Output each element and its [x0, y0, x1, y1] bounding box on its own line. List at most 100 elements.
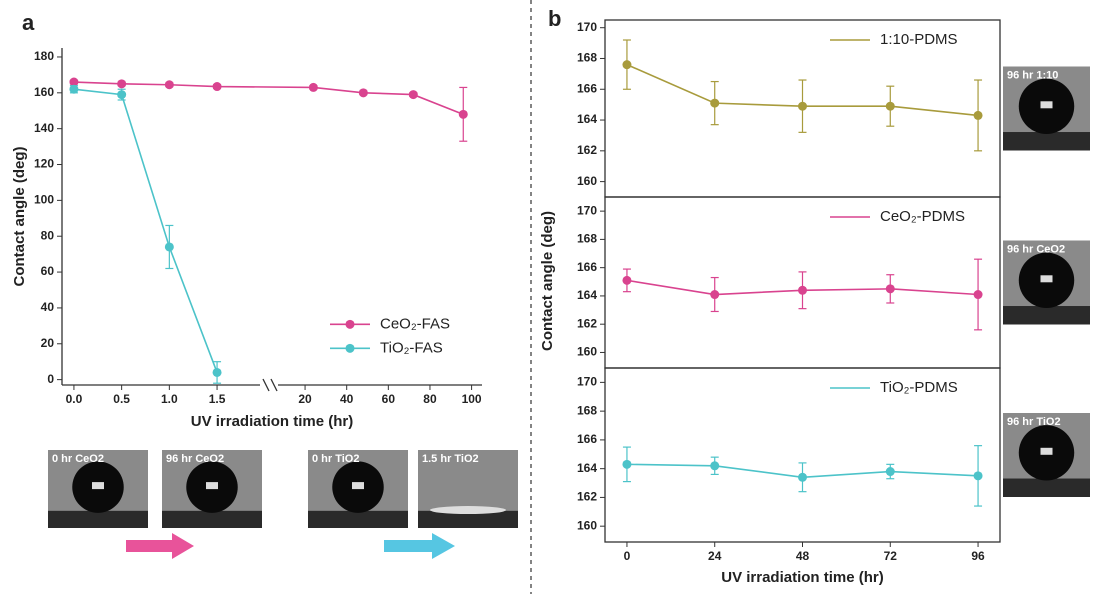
data-point — [798, 101, 807, 111]
series-line — [73, 88, 218, 373]
inset-label: 96 hr CeO2 — [1007, 243, 1065, 255]
inset-substrate — [308, 510, 408, 528]
data-point — [308, 82, 318, 92]
x-tick-label: 0.0 — [66, 392, 83, 406]
data-point — [117, 90, 127, 100]
y-tick-label: 60 — [41, 264, 55, 278]
x-tick-label: 20 — [298, 392, 312, 406]
x-tick-label: 80 — [423, 392, 437, 406]
data-point — [798, 472, 807, 482]
y-tick-label: 162 — [577, 143, 597, 157]
panel-label: b — [548, 6, 561, 31]
x-tick-label: 0 — [624, 549, 631, 563]
inset-label: 96 hr 1:10 — [1007, 69, 1058, 81]
data-point — [710, 461, 720, 471]
data-point — [885, 284, 895, 294]
y-tick-label: 168 — [577, 51, 597, 65]
inset-label: 1.5 hr TiO2 — [422, 453, 479, 465]
y-tick-label: 20 — [41, 336, 55, 350]
inset-substrate — [162, 510, 262, 528]
legend-marker — [345, 343, 355, 353]
inset-label: 0 hr TiO2 — [312, 453, 359, 465]
y-tick-label: 162 — [577, 490, 597, 504]
x-tick-label: 72 — [884, 549, 898, 563]
data-point — [117, 79, 127, 89]
y-tick-label: 40 — [41, 300, 55, 314]
drop-glint — [1040, 101, 1053, 109]
data-point — [358, 88, 368, 98]
flat-drop — [430, 506, 506, 515]
data-point — [622, 275, 632, 285]
y-tick-label: 120 — [34, 157, 54, 171]
y-tick-label: 170 — [577, 203, 597, 217]
y-tick-label: 0 — [47, 372, 54, 386]
data-point — [212, 82, 222, 92]
drop-glint — [352, 482, 364, 490]
legend-label: 1:10-PDMS — [880, 31, 958, 48]
inset-label: 96 hr TiO2 — [1007, 416, 1061, 428]
x-tick-label: 40 — [340, 392, 354, 406]
drop-glint — [92, 482, 104, 490]
inset-label: 96 hr CeO2 — [166, 453, 224, 465]
y-tick-label: 164 — [577, 461, 597, 475]
data-point — [164, 242, 174, 252]
y-axis-label: Contact angle (deg) — [539, 211, 556, 351]
y-tick-label: 160 — [577, 174, 597, 188]
y-tick-label: 170 — [577, 20, 597, 34]
y-tick-label: 166 — [577, 432, 597, 446]
x-tick-label: 0.5 — [113, 392, 130, 406]
arrow — [384, 533, 455, 559]
x-tick-label: 100 — [462, 392, 482, 406]
data-point — [710, 290, 720, 300]
y-tick-label: 180 — [34, 49, 54, 63]
y-tick-label: 100 — [34, 193, 54, 207]
data-point — [885, 101, 895, 111]
y-tick-label: 140 — [34, 121, 54, 135]
data-point — [622, 459, 632, 469]
data-point — [408, 90, 418, 100]
x-tick-label: 1.5 — [209, 392, 226, 406]
x-axis-label: UV irradiation time (hr) — [721, 569, 884, 586]
data-point — [798, 285, 807, 295]
y-tick-label: 170 — [577, 375, 597, 389]
legend-label: CeO₂-PDMS — [880, 208, 965, 225]
arrow — [126, 533, 194, 559]
x-tick-label: 24 — [708, 549, 722, 563]
drop-glint — [1040, 447, 1053, 455]
data-point — [69, 77, 79, 87]
x-axis-label: UV irradiation time (hr) — [191, 413, 354, 430]
inset-label: 0 hr CeO2 — [52, 453, 104, 465]
legend-label: CeO₂-FAS — [380, 315, 450, 332]
series-line — [73, 81, 464, 116]
inset-substrate — [418, 510, 518, 528]
y-tick-label: 160 — [34, 85, 54, 99]
axis-break — [262, 378, 270, 392]
y-tick-label: 166 — [577, 81, 597, 95]
x-tick-label: 48 — [796, 549, 810, 563]
y-tick-label: 160 — [577, 345, 597, 359]
inset-substrate — [1003, 306, 1090, 325]
x-tick-label: 60 — [382, 392, 396, 406]
y-tick-label: 164 — [577, 288, 597, 302]
y-tick-label: 168 — [577, 232, 597, 246]
data-point — [973, 471, 983, 481]
y-tick-label: 160 — [577, 518, 597, 532]
panel-label: a — [22, 10, 35, 35]
inset-substrate — [1003, 132, 1090, 151]
data-point — [710, 98, 720, 108]
legend-label: TiO₂-FAS — [380, 339, 443, 356]
legend-label: TiO₂-PDMS — [880, 379, 958, 396]
axis-break — [270, 378, 278, 392]
data-point — [212, 367, 222, 377]
data-point — [69, 84, 79, 94]
data-point — [622, 60, 632, 70]
legend-marker — [345, 319, 355, 329]
data-point — [164, 80, 174, 90]
y-tick-label: 162 — [577, 316, 597, 330]
inset-substrate — [48, 510, 148, 528]
y-tick-label: 164 — [577, 112, 597, 126]
inset-substrate — [1003, 478, 1090, 497]
x-tick-label: 1.0 — [161, 392, 178, 406]
drop-glint — [206, 482, 218, 490]
y-tick-label: 80 — [41, 228, 55, 242]
